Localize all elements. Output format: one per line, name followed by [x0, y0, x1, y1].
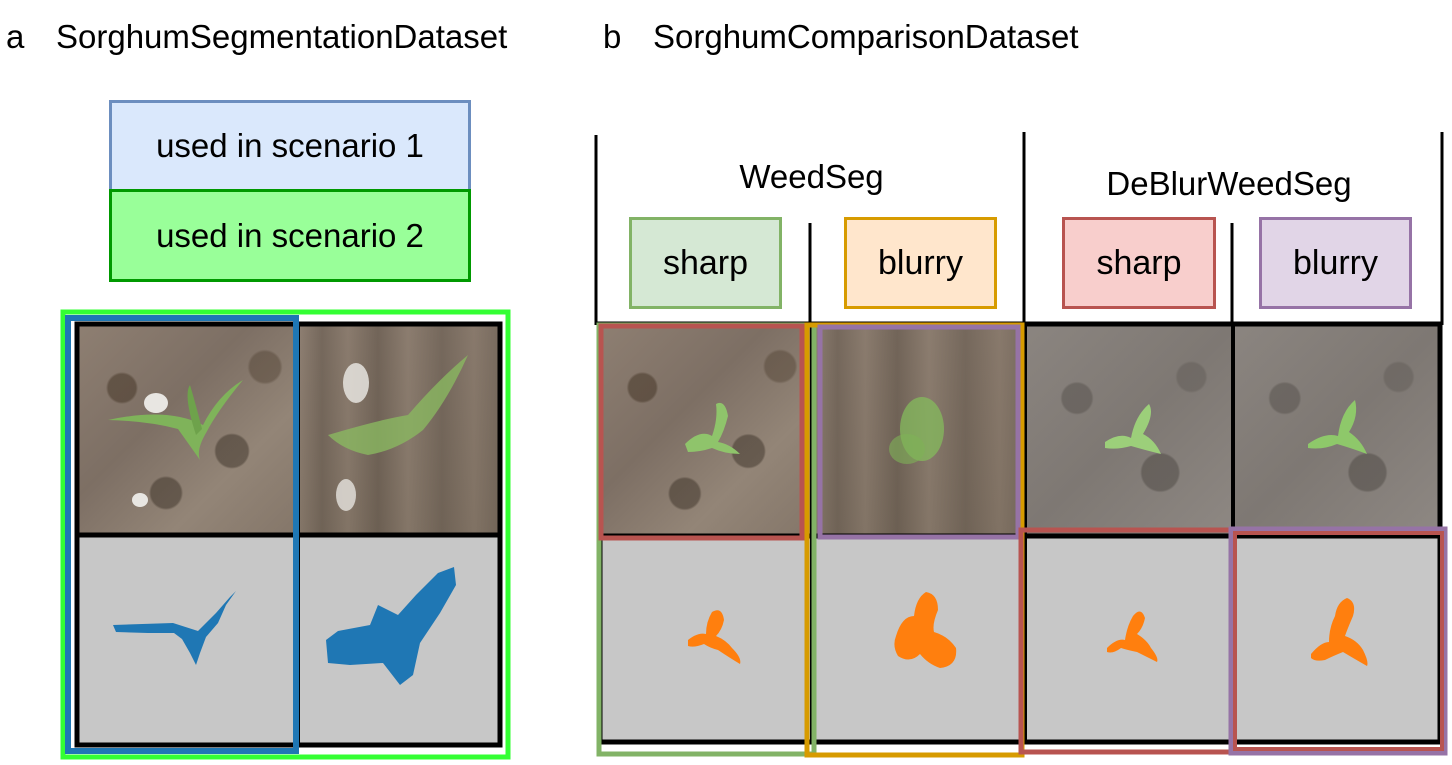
frame-deblur-sharp-input	[598, 323, 805, 541]
tag-deblur-blurry-label: blurry	[1292, 243, 1379, 282]
tag-deblur-sharp: sharp	[1062, 217, 1216, 309]
orange-mask-shape-3	[1107, 611, 1158, 662]
deblur-blurry-mask	[1233, 536, 1440, 742]
tag-deblur-sharp-label: sharp	[1096, 243, 1182, 282]
mask-a-scenario-1	[78, 535, 298, 745]
weedseg-blurry-mask	[812, 536, 1025, 742]
scenario-2-frame	[60, 309, 511, 760]
blue-mask-shape-1	[113, 591, 236, 665]
tag-deblur-blurry: blurry	[1259, 217, 1412, 309]
sharp-image-a	[78, 325, 298, 535]
blue-mask-shape-2	[326, 567, 456, 685]
deblur-sharp-mask	[1025, 536, 1233, 742]
orange-mask-shape-4	[1311, 598, 1368, 666]
sorghum-seedling-blurry-b2	[889, 397, 944, 464]
deblur-blurry-image	[1233, 324, 1440, 536]
tag-weedseg-sharp: sharp	[629, 217, 782, 309]
frame-deblur-sharp-output	[1018, 527, 1236, 755]
frame-deblur-blurry-output-inner	[1233, 531, 1444, 751]
orange-mask-shape-1	[688, 610, 741, 664]
sorghum-seedling-blurry-b4	[1308, 400, 1367, 454]
blurry-image-a	[298, 325, 498, 535]
frame-deblur-blurry-output-outer	[1228, 526, 1448, 756]
sorghum-seedling-sharp-b3	[1105, 404, 1161, 454]
deblur-sharp-image	[1025, 324, 1233, 536]
mask-a-scenario-2	[298, 535, 498, 745]
tag-weedseg-sharp-label: sharp	[662, 243, 749, 282]
scenario-1-frame	[65, 315, 299, 754]
tag-weedseg-blurry: blurry	[844, 217, 997, 309]
legend-scenario-2: used in scenario 2	[109, 189, 471, 282]
panel-b-frames	[596, 321, 1448, 758]
sorghum-seedling-sharp-b1	[685, 402, 740, 454]
tag-weedseg-blurry-label: blurry	[877, 243, 964, 282]
panel-a-frames	[60, 309, 511, 760]
panel-b-letter: b	[603, 18, 622, 55]
panel-b-title: SorghumComparisonDataset	[653, 18, 1079, 55]
legend-scenario-1: used in scenario 1	[109, 100, 471, 192]
frame-weedseg-blurry	[804, 322, 1025, 758]
frame-deblur-blurry-input	[817, 324, 1021, 540]
orange-mask-shape-2	[894, 592, 957, 668]
legend-scenario-1-label: used in scenario 1	[156, 127, 424, 164]
sorghum-plant-blurry-a	[328, 355, 468, 511]
panel-a-title: SorghumSegmentationDataset	[56, 18, 508, 55]
weedseg-sharp-image	[600, 324, 812, 536]
group-label-deblurweedseg: DeBlurWeedSeg	[1106, 165, 1352, 202]
legend-scenario-2-label: used in scenario 2	[156, 216, 424, 254]
weedseg-blurry-image	[812, 324, 1025, 536]
panel-a-letter: a	[6, 18, 25, 55]
weedseg-sharp-mask	[600, 536, 812, 742]
sorghum-plant-sharp-a	[108, 380, 243, 507]
group-label-weedseg: WeedSeg	[739, 158, 884, 195]
group-brackets	[594, 132, 1444, 325]
